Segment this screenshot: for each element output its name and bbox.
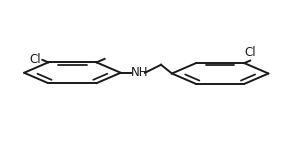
- Text: Cl: Cl: [244, 46, 256, 59]
- Text: NH: NH: [131, 66, 148, 79]
- Text: Cl: Cl: [29, 53, 41, 66]
